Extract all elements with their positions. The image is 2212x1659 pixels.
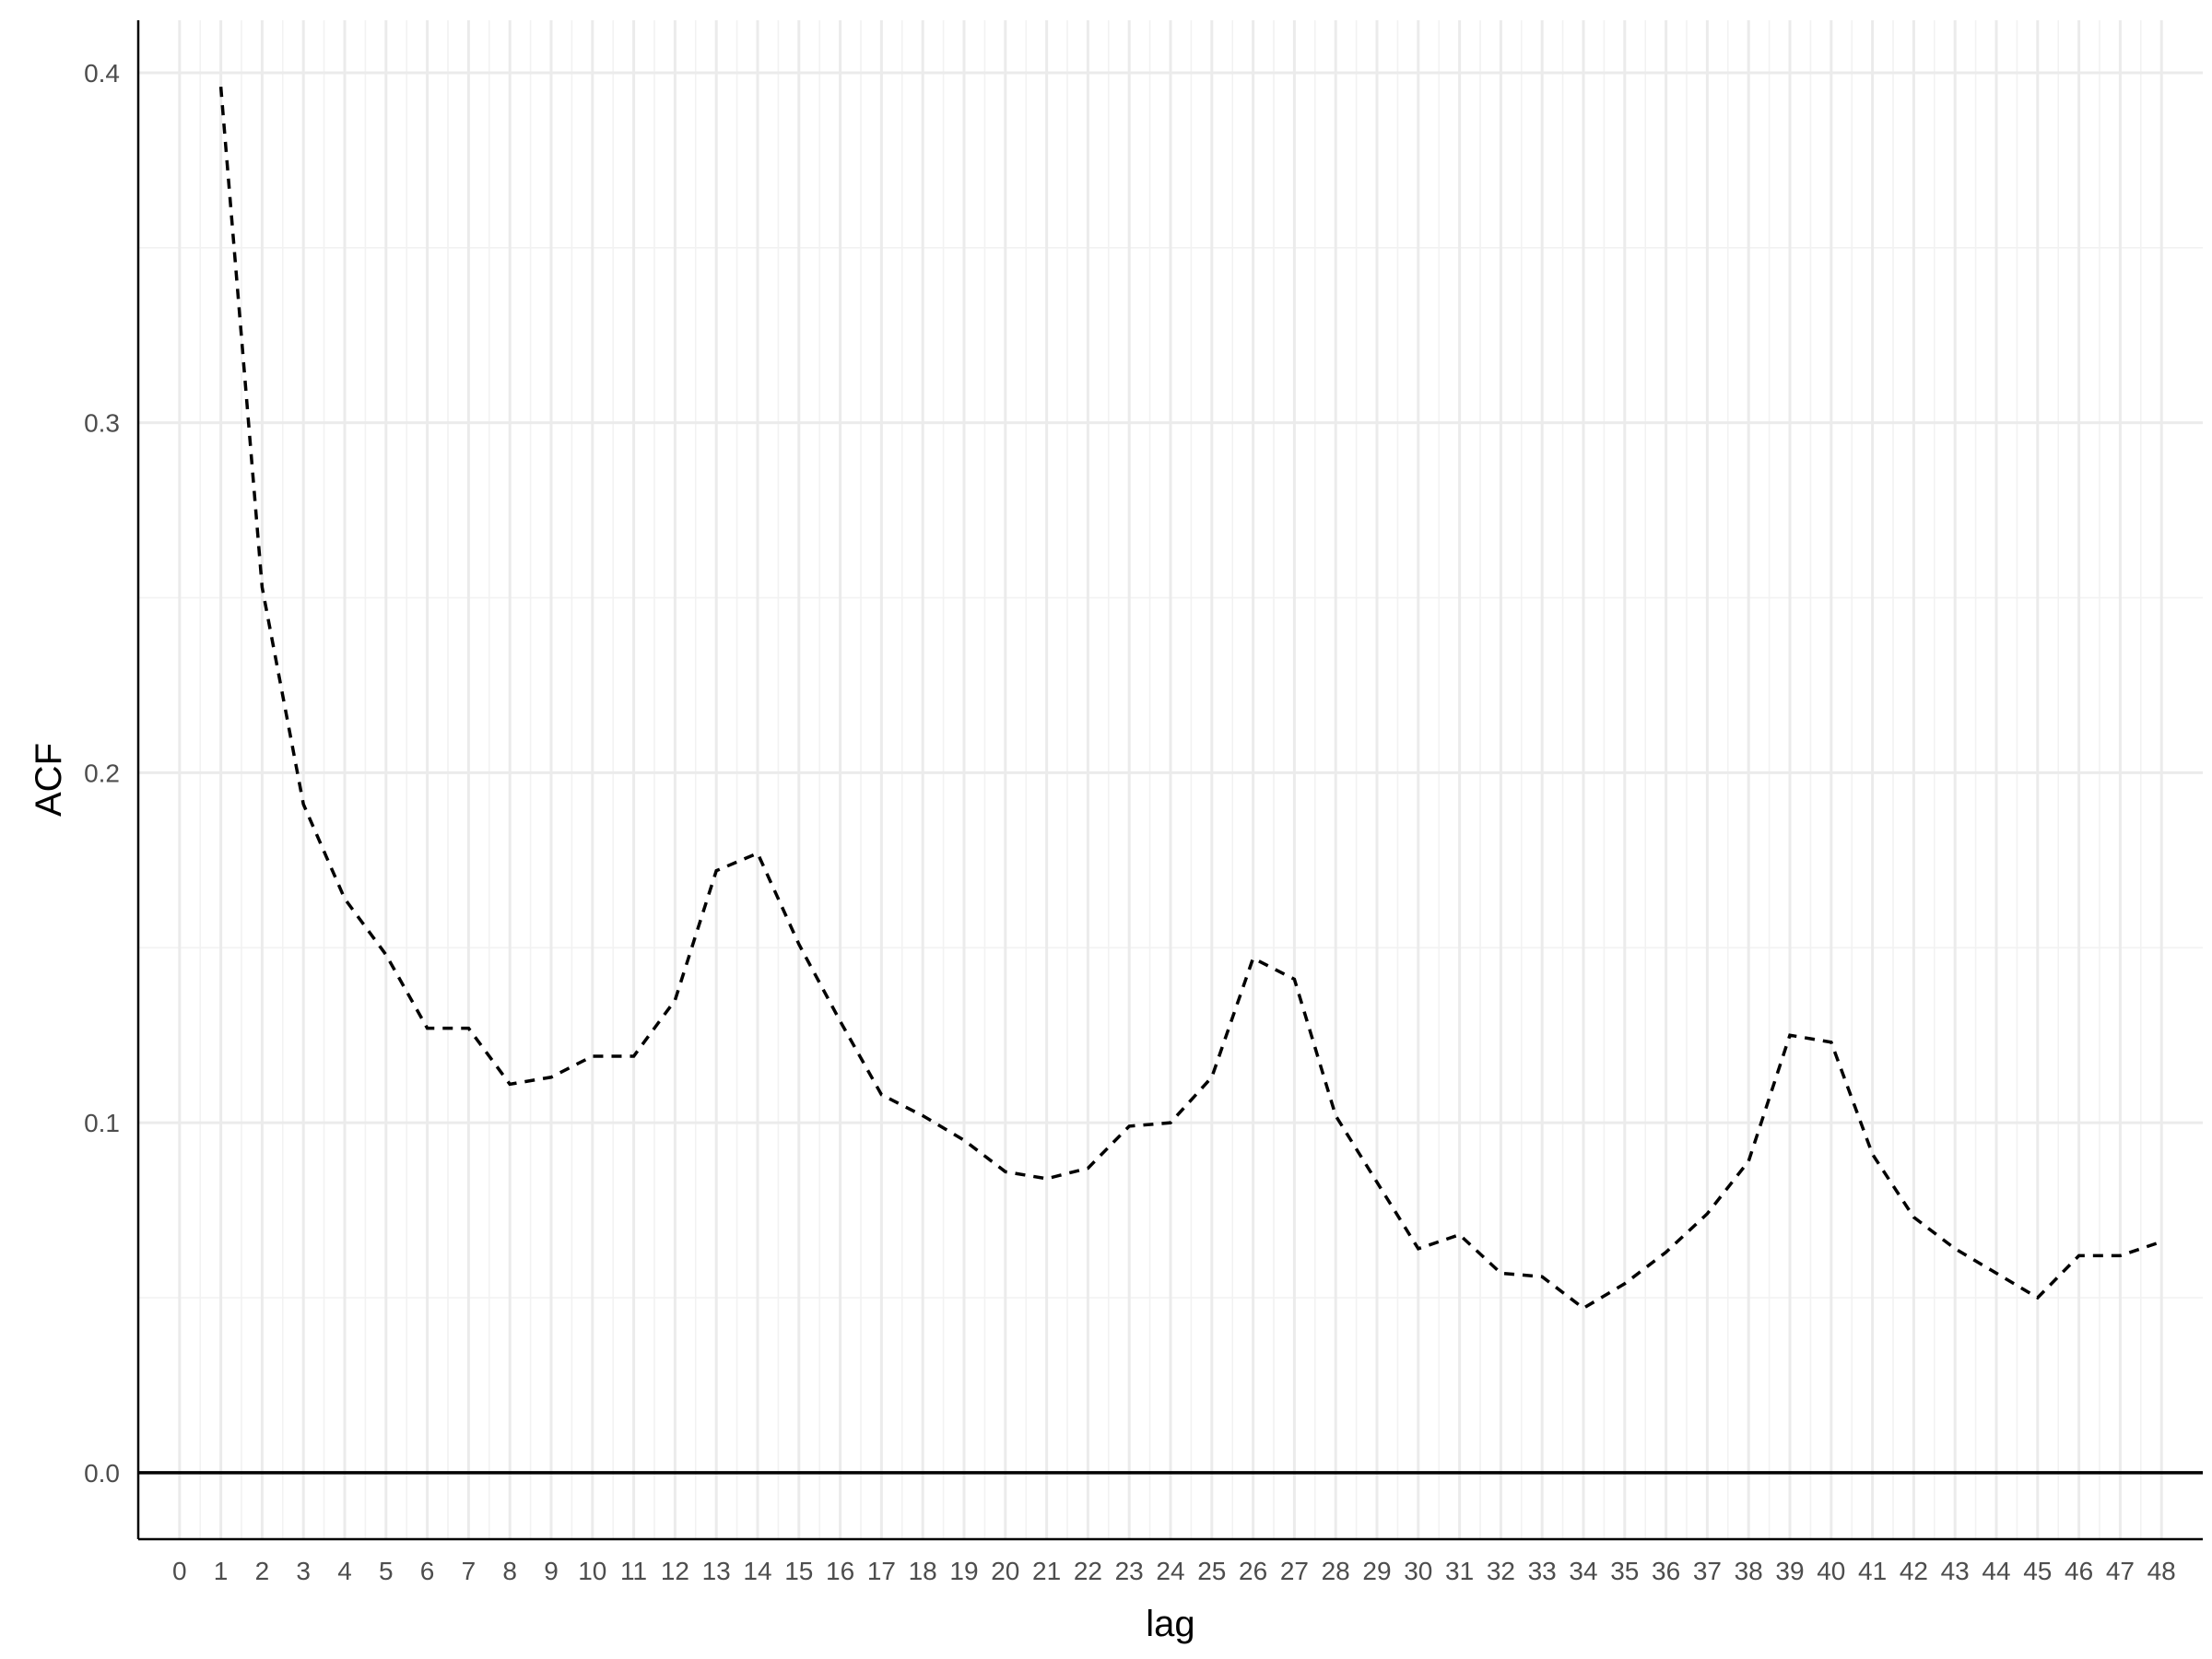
x-tick-label: 11 xyxy=(620,1557,647,1585)
x-tick-label: 7 xyxy=(462,1557,477,1585)
y-axis-tick-labels: 0.0 0.1 0.2 0.3 0.4 xyxy=(84,59,120,1488)
x-tick-label: 27 xyxy=(1280,1557,1309,1585)
y-axis-title: ACF xyxy=(29,743,69,817)
x-tick-label: 26 xyxy=(1239,1557,1267,1585)
x-tick-label: 17 xyxy=(867,1557,896,1585)
x-tick-label: 21 xyxy=(1032,1557,1061,1585)
y-tick-label: 0.2 xyxy=(84,759,120,787)
x-tick-label: 41 xyxy=(1858,1557,1887,1585)
x-tick-label: 9 xyxy=(544,1557,559,1585)
x-tick-label: 32 xyxy=(1487,1557,1515,1585)
acf-series-line xyxy=(218,87,2162,1311)
x-tick-label: 18 xyxy=(909,1557,937,1585)
x-tick-label: 30 xyxy=(1404,1557,1432,1585)
x-tick-label: 28 xyxy=(1322,1557,1350,1585)
x-tick-label: 1 xyxy=(214,1557,229,1585)
x-tick-label: 24 xyxy=(1156,1557,1184,1585)
x-tick-label: 23 xyxy=(1115,1557,1144,1585)
x-tick-label: 40 xyxy=(1817,1557,1845,1585)
x-tick-label: 10 xyxy=(578,1557,606,1585)
x-axis-title: lag xyxy=(1146,1604,1194,1644)
x-tick-label: 4 xyxy=(337,1557,352,1585)
x-tick-label: 35 xyxy=(1610,1557,1639,1585)
x-tick-label: 48 xyxy=(2147,1557,2176,1585)
x-tick-label: 6 xyxy=(420,1557,435,1585)
x-tick-label: 45 xyxy=(2023,1557,2052,1585)
x-tick-label: 19 xyxy=(949,1557,978,1585)
x-tick-label: 14 xyxy=(743,1557,771,1585)
y-tick-label: 0.4 xyxy=(84,59,120,88)
x-tick-label: 42 xyxy=(1900,1557,1928,1585)
x-tick-label: 22 xyxy=(1074,1557,1102,1585)
x-tick-label: 12 xyxy=(661,1557,689,1585)
y-tick-label: 0.1 xyxy=(84,1109,120,1137)
x-tick-label: 15 xyxy=(784,1557,813,1585)
x-tick-label: 43 xyxy=(1941,1557,1970,1585)
x-tick-label: 3 xyxy=(296,1557,311,1585)
x-tick-label: 0 xyxy=(172,1557,187,1585)
x-tick-label: 13 xyxy=(702,1557,731,1585)
x-tick-label: 31 xyxy=(1445,1557,1474,1585)
x-tick-label: 38 xyxy=(1735,1557,1763,1585)
x-tick-label: 2 xyxy=(255,1557,270,1585)
x-tick-label: 16 xyxy=(826,1557,854,1585)
x-tick-label: 29 xyxy=(1362,1557,1391,1585)
x-tick-label: 37 xyxy=(1693,1557,1722,1585)
x-tick-label: 39 xyxy=(1775,1557,1804,1585)
x-tick-label: 25 xyxy=(1197,1557,1226,1585)
x-axis-tick-labels: 0 1 2 3 4 5 6 7 8 9 10 11 12 13 14 15 16 17 18 19 20 21 22 23 24… xyxy=(172,1557,2176,1585)
major-gridlines xyxy=(138,20,2203,1539)
x-tick-label: 46 xyxy=(2065,1557,2093,1585)
y-tick-label: 0.3 xyxy=(84,409,120,438)
x-tick-label: 44 xyxy=(1982,1557,2010,1585)
x-tick-label: 36 xyxy=(1652,1557,1680,1585)
x-tick-label: 20 xyxy=(991,1557,1019,1585)
x-tick-label: 5 xyxy=(379,1557,394,1585)
x-tick-label: 8 xyxy=(502,1557,517,1585)
x-tick-label: 34 xyxy=(1569,1557,1597,1585)
y-tick-label: 0.0 xyxy=(84,1459,120,1488)
x-tick-label: 47 xyxy=(2106,1557,2135,1585)
x-tick-label: 33 xyxy=(1528,1557,1557,1585)
